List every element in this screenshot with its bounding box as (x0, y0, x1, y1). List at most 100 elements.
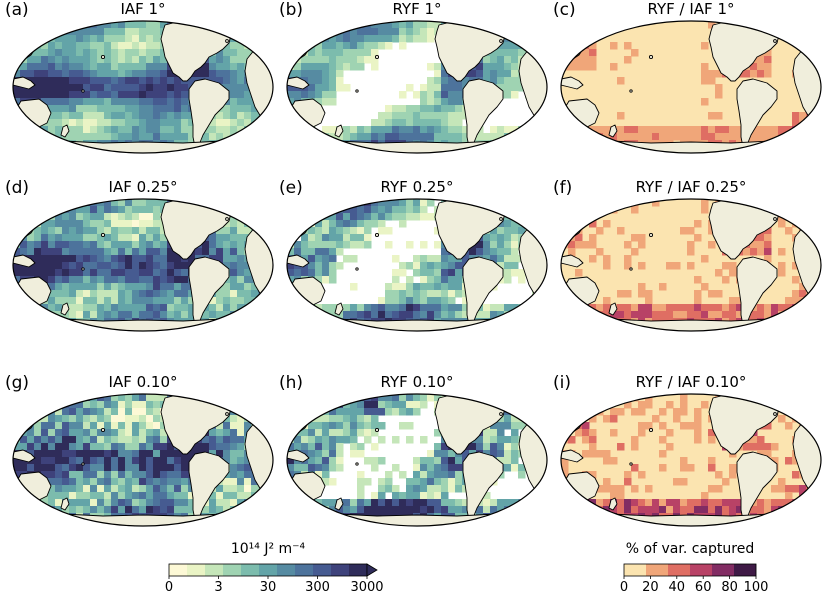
field-cell (230, 304, 238, 312)
field-cell (230, 91, 238, 99)
field-cell (329, 464, 337, 472)
field-cell (701, 401, 709, 409)
field-cell (371, 49, 379, 57)
field-cell (202, 147, 210, 153)
field-cell (230, 140, 238, 148)
field-cell (13, 415, 21, 423)
field-cell (771, 499, 779, 507)
colorbar-swatch (223, 564, 242, 576)
colorbar-swatch (668, 564, 691, 576)
field-cell (525, 199, 533, 207)
field-cell (104, 84, 112, 92)
field-cell (62, 276, 70, 284)
field-cell (399, 290, 407, 298)
field-cell (34, 49, 42, 57)
field-cell (652, 506, 660, 514)
field-cell (455, 269, 463, 277)
field-cell (34, 436, 42, 444)
field-cell (55, 408, 63, 416)
field-cell (715, 290, 723, 298)
field-cell (596, 147, 604, 153)
field-cell (357, 220, 365, 228)
field-cell (315, 28, 323, 36)
field-cell (399, 206, 407, 214)
field-cell (406, 21, 414, 29)
field-cell (146, 199, 154, 207)
field-cell (539, 35, 547, 43)
field-cell (272, 35, 273, 43)
field-cell (13, 84, 21, 92)
field-cell (139, 457, 147, 465)
field-cell (111, 471, 119, 479)
field-cell (820, 304, 821, 312)
field-cell (97, 98, 105, 106)
field-cell (216, 234, 224, 242)
field-cell (638, 283, 646, 291)
field-cell (792, 297, 800, 305)
field-cell (371, 133, 379, 141)
field-cell (694, 415, 702, 423)
field-cell (118, 98, 126, 106)
field-cell (539, 227, 547, 235)
field-cell (589, 140, 597, 148)
field-cell (680, 422, 688, 430)
field-cell (202, 63, 210, 71)
colorbar-swatch (690, 564, 713, 576)
field-cell (399, 262, 407, 270)
field-cell (153, 297, 161, 305)
field-cell (237, 63, 245, 71)
field-cell (153, 443, 161, 451)
field-cell (125, 35, 133, 43)
field-cell (125, 415, 133, 423)
field-cell (434, 464, 442, 472)
field-cell (237, 49, 245, 57)
field-cell (48, 220, 56, 228)
field-cell (251, 283, 259, 291)
field-cell (406, 241, 414, 249)
field-cell (139, 199, 147, 207)
field-cell (83, 227, 91, 235)
field-cell (160, 199, 168, 207)
field-cell (813, 318, 821, 326)
field-cell (455, 290, 463, 298)
field-cell (750, 311, 758, 319)
field-cell (778, 415, 786, 423)
field-cell (146, 269, 154, 277)
field-cell (399, 304, 407, 312)
field-cell (34, 255, 42, 263)
field-cell (294, 70, 302, 78)
field-cell (490, 443, 498, 451)
field-cell (329, 234, 337, 242)
field-cell (230, 485, 238, 493)
field-cell (497, 70, 505, 78)
field-cell (582, 422, 590, 430)
field-cell (209, 248, 217, 256)
field-cell (392, 436, 400, 444)
field-cell (399, 220, 407, 228)
field-cell (153, 70, 161, 78)
field-cell (525, 126, 533, 134)
field-cell (181, 262, 189, 270)
field-cell (132, 304, 140, 312)
field-cell (160, 506, 168, 514)
field-cell (434, 304, 442, 312)
field-cell (167, 255, 175, 263)
field-cell (287, 492, 295, 500)
field-cell (750, 147, 758, 153)
field-cell (188, 450, 196, 458)
field-cell (715, 70, 723, 78)
field-cell (104, 464, 112, 472)
field-cell (315, 422, 323, 430)
field-cell (617, 520, 625, 526)
field-cell (13, 408, 21, 416)
field-cell (778, 220, 786, 228)
field-cell (308, 269, 316, 277)
field-cell (104, 422, 112, 430)
field-cell (813, 199, 821, 207)
field-cell (153, 408, 161, 416)
field-cell (785, 297, 793, 305)
field-cell (76, 450, 84, 458)
field-cell (785, 422, 793, 430)
field-cell (125, 394, 133, 402)
field-cell (251, 304, 259, 312)
